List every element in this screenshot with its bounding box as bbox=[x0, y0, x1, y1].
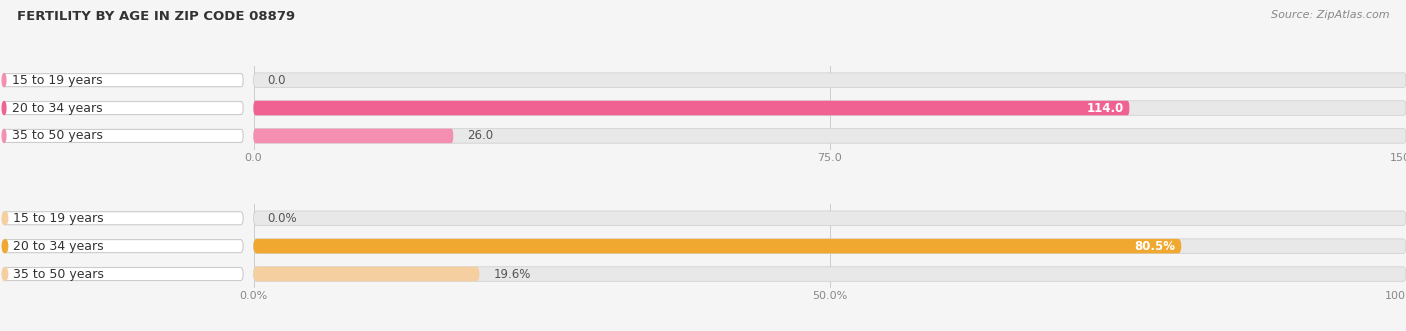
FancyBboxPatch shape bbox=[253, 267, 1406, 281]
FancyBboxPatch shape bbox=[3, 129, 243, 142]
FancyBboxPatch shape bbox=[3, 212, 243, 225]
Text: 19.6%: 19.6% bbox=[494, 267, 530, 280]
FancyBboxPatch shape bbox=[253, 73, 1406, 87]
FancyBboxPatch shape bbox=[253, 129, 453, 143]
Circle shape bbox=[3, 73, 6, 87]
Circle shape bbox=[3, 267, 7, 281]
FancyBboxPatch shape bbox=[253, 239, 1181, 253]
Text: 35 to 50 years: 35 to 50 years bbox=[11, 129, 103, 142]
Circle shape bbox=[3, 212, 7, 225]
FancyBboxPatch shape bbox=[253, 101, 1129, 115]
FancyBboxPatch shape bbox=[3, 102, 243, 115]
Text: 0.0%: 0.0% bbox=[267, 212, 297, 225]
Text: 20 to 34 years: 20 to 34 years bbox=[14, 240, 104, 253]
Text: 0.0: 0.0 bbox=[267, 74, 285, 87]
FancyBboxPatch shape bbox=[3, 73, 243, 87]
FancyBboxPatch shape bbox=[253, 239, 1406, 253]
FancyBboxPatch shape bbox=[253, 211, 1406, 225]
FancyBboxPatch shape bbox=[253, 129, 1406, 143]
Text: 20 to 34 years: 20 to 34 years bbox=[11, 102, 103, 115]
Text: 35 to 50 years: 35 to 50 years bbox=[14, 267, 104, 280]
FancyBboxPatch shape bbox=[253, 267, 479, 281]
Text: 80.5%: 80.5% bbox=[1135, 240, 1175, 253]
FancyBboxPatch shape bbox=[253, 101, 1406, 115]
Text: FERTILITY BY AGE IN ZIP CODE 08879: FERTILITY BY AGE IN ZIP CODE 08879 bbox=[17, 10, 295, 23]
Text: 15 to 19 years: 15 to 19 years bbox=[11, 74, 103, 87]
Text: 15 to 19 years: 15 to 19 years bbox=[14, 212, 104, 225]
Text: Source: ZipAtlas.com: Source: ZipAtlas.com bbox=[1271, 10, 1389, 20]
Circle shape bbox=[3, 129, 6, 142]
Text: 114.0: 114.0 bbox=[1087, 102, 1123, 115]
Circle shape bbox=[3, 102, 6, 115]
Text: 26.0: 26.0 bbox=[467, 129, 494, 142]
FancyBboxPatch shape bbox=[3, 240, 243, 253]
Circle shape bbox=[3, 240, 7, 253]
FancyBboxPatch shape bbox=[3, 267, 243, 281]
